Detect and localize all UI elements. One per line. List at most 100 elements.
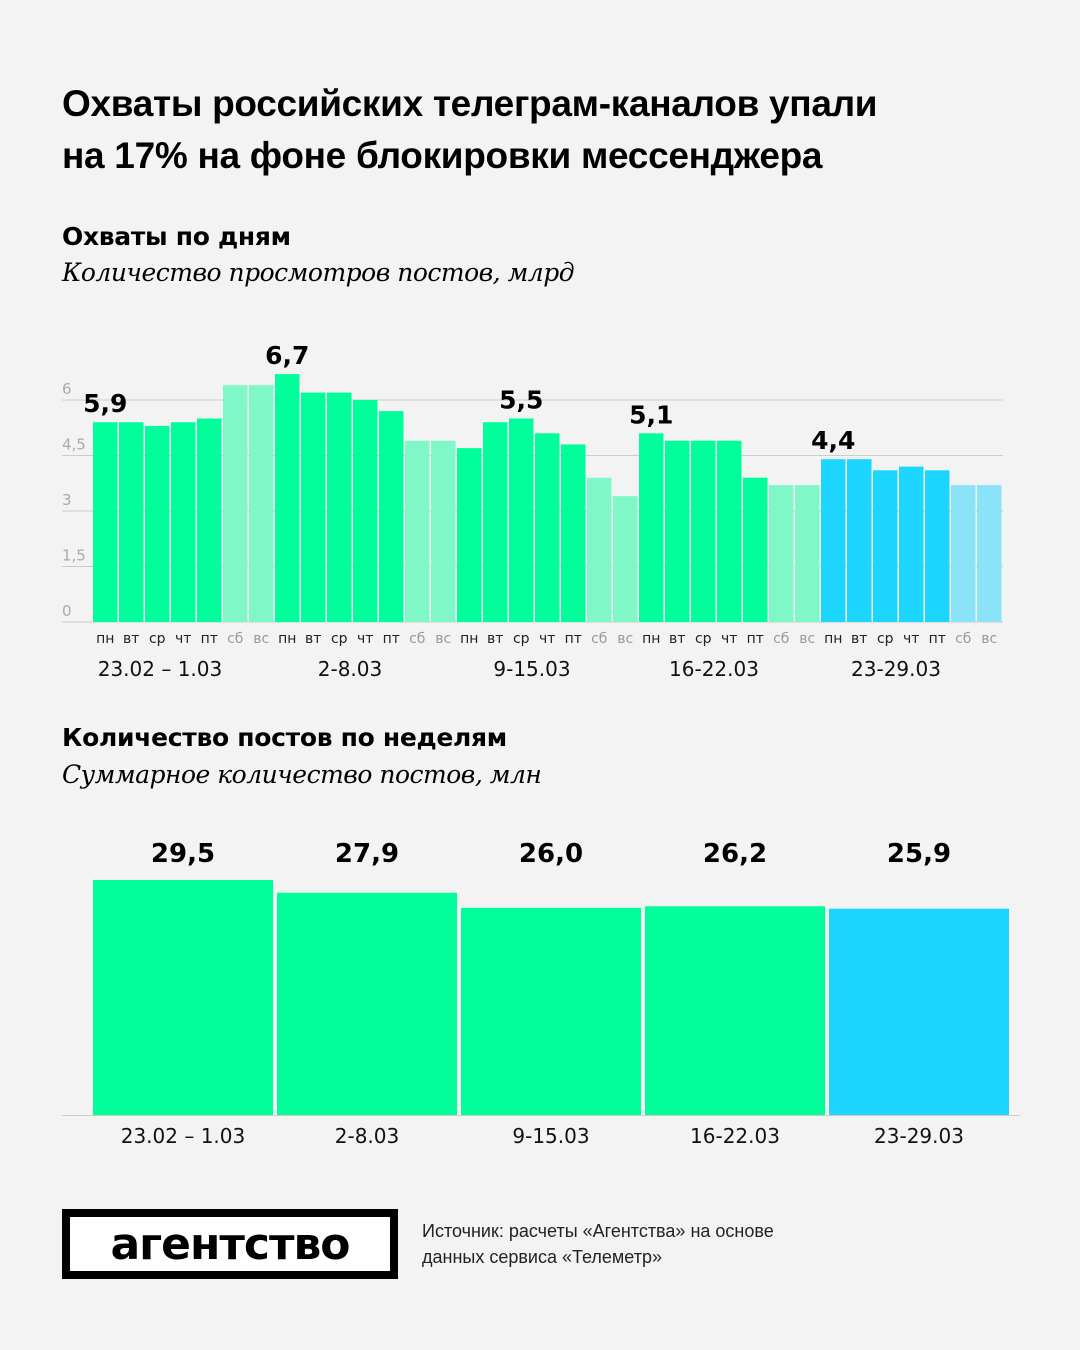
daily-bar (431, 440, 456, 622)
day-label: сб (409, 631, 425, 647)
y-tick-label: 4,5 (62, 436, 86, 454)
daily-chart-title: Охваты по дням (62, 222, 291, 251)
day-label: вс (981, 631, 997, 647)
day-label: ср (513, 631, 530, 647)
daily-bar (145, 425, 170, 622)
y-tick-label: 3 (62, 491, 72, 509)
day-label: сб (591, 631, 607, 647)
daily-bar (899, 466, 924, 622)
day-label: чт (175, 631, 191, 647)
day-label: пт (201, 631, 218, 647)
highlight-value-label: 6,7 (265, 341, 309, 370)
source-line-2: данных сервиса «Телеметр» (422, 1247, 662, 1267)
title-line-2: на 17% на фоне блокировки мессенджера (62, 135, 823, 176)
weekly-value-label: 26,2 (703, 839, 767, 869)
weekly-bar (93, 880, 273, 1115)
daily-bar (639, 433, 664, 622)
week-label: 23.02 – 1.03 (98, 657, 223, 681)
day-label: чт (903, 631, 919, 647)
daily-bar (821, 459, 846, 622)
day-label: чт (357, 631, 373, 647)
highlight-value-label: 5,9 (83, 389, 127, 418)
highlight-value-label: 4,4 (811, 426, 855, 455)
daily-bar (587, 477, 612, 622)
daily-bar (691, 440, 716, 622)
day-label: пн (96, 631, 114, 647)
daily-bar (613, 496, 638, 622)
y-tick-label: 6 (62, 380, 72, 398)
day-label: пн (824, 631, 842, 647)
daily-bar (795, 485, 820, 622)
day-label: вт (305, 631, 321, 647)
daily-bar (561, 444, 586, 622)
y-tick-label: 0 (62, 602, 72, 620)
weekly-category-label: 16-22.03 (690, 1124, 780, 1148)
day-label: пт (565, 631, 582, 647)
weekly-bar (277, 892, 457, 1115)
weekly-category-label: 9-15.03 (512, 1124, 589, 1148)
daily-bar (223, 385, 248, 622)
day-label: сб (773, 631, 789, 647)
day-label: вс (253, 631, 269, 647)
daily-bar (379, 411, 404, 622)
daily-bar (457, 448, 482, 622)
daily-bar (977, 485, 1002, 622)
page-title: Охваты российских телеграм-каналов упали… (62, 78, 1022, 182)
daily-bar (743, 477, 768, 622)
weekly-category-label: 23.02 – 1.03 (121, 1124, 246, 1148)
day-label: пн (642, 631, 660, 647)
day-label: пн (460, 631, 478, 647)
daily-bar (847, 459, 872, 622)
daily-bar (353, 400, 378, 622)
day-label: вс (799, 631, 815, 647)
daily-bar (951, 485, 976, 622)
daily-bar (665, 440, 690, 622)
weekly-value-label: 25,9 (887, 839, 951, 869)
weekly-bar (461, 907, 641, 1115)
daily-bar (93, 422, 118, 622)
source-note: Источник: расчеты «Агентства» на основе … (422, 1218, 774, 1270)
day-label: чт (721, 631, 737, 647)
daily-bar (483, 422, 508, 622)
day-label: ср (149, 631, 166, 647)
daily-chart-subtitle: Количество просмотров постов, млрд (62, 258, 575, 287)
agentstvo-logo: агентство (62, 1209, 398, 1279)
day-label: ср (695, 631, 712, 647)
daily-bar (327, 392, 352, 622)
logo-text: агентство (110, 1218, 350, 1270)
source-line-1: Источник: расчеты «Агентства» на основе (422, 1221, 774, 1241)
day-label: сб (955, 631, 971, 647)
day-label: чт (539, 631, 555, 647)
weekly-chart-subtitle: Суммарное количество постов, млн (62, 760, 542, 789)
daily-bar (119, 422, 144, 622)
day-label: вт (123, 631, 139, 647)
day-label: пт (929, 631, 946, 647)
weekly-category-label: 2-8.03 (335, 1124, 399, 1148)
weekly-value-label: 29,5 (151, 839, 215, 869)
weekly-value-label: 27,9 (335, 839, 399, 869)
weekly-bar (829, 908, 1009, 1115)
daily-bar (171, 422, 196, 622)
daily-bar (197, 418, 222, 622)
day-label: вс (435, 631, 451, 647)
day-label: вт (851, 631, 867, 647)
weekly-chart-title: Количество постов по неделям (62, 723, 507, 752)
day-label: вт (487, 631, 503, 647)
day-label: ср (877, 631, 894, 647)
daily-bar (249, 385, 274, 622)
weekly-value-label: 26,0 (519, 839, 583, 869)
highlight-value-label: 5,5 (499, 386, 543, 415)
title-line-1: Охваты российских телеграм-каналов упали (62, 83, 878, 124)
daily-bar (275, 374, 300, 622)
y-tick-label: 1,5 (62, 547, 86, 565)
weekly-bar (645, 906, 825, 1115)
day-label: пн (278, 631, 296, 647)
daily-bar (301, 392, 326, 622)
day-label: вт (669, 631, 685, 647)
daily-bar (873, 470, 898, 622)
daily-bar (405, 440, 430, 622)
day-label: вс (617, 631, 633, 647)
weekly-posts-chart: 29,5 23.02 – 1.03 27,9 2-8.03 26,0 9-15.03 26,… (62, 839, 1020, 1148)
week-label: 2-8.03 (318, 657, 382, 681)
week-label: 16-22.03 (669, 657, 759, 681)
